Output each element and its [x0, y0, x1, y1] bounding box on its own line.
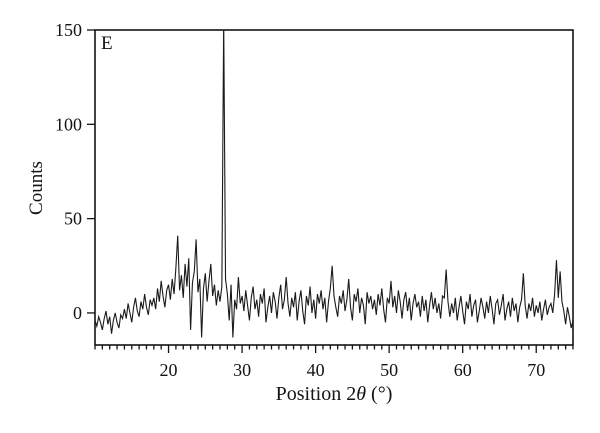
y-tick-label: 50: [64, 209, 82, 229]
trace-path: [95, 30, 573, 338]
y-tick-label: 100: [55, 114, 82, 134]
panel-annotation: E: [101, 33, 113, 54]
x-axis-title-prefix: Position 2: [275, 383, 357, 405]
x-tick-label: 20: [160, 360, 178, 380]
y-tick-label: 150: [55, 20, 82, 40]
x-ticks-group: [94, 345, 574, 353]
y-tick-label: 0: [73, 303, 82, 323]
y-axis-title: Counts: [26, 161, 47, 215]
x-axis-title-theta: θ: [356, 383, 367, 405]
plot-frame: [94, 29, 574, 346]
x-tick-label: 30: [233, 360, 251, 380]
x-axis-title: Position 2θ (°): [184, 383, 484, 406]
x-axis-title-suffix: (°): [366, 383, 393, 405]
x-tick-label: 40: [307, 360, 325, 380]
x-tick-label: 60: [454, 360, 472, 380]
x-tick-label: 70: [527, 360, 545, 380]
x-tick-label: 50: [380, 360, 398, 380]
y-ticks-group: [87, 29, 95, 314]
